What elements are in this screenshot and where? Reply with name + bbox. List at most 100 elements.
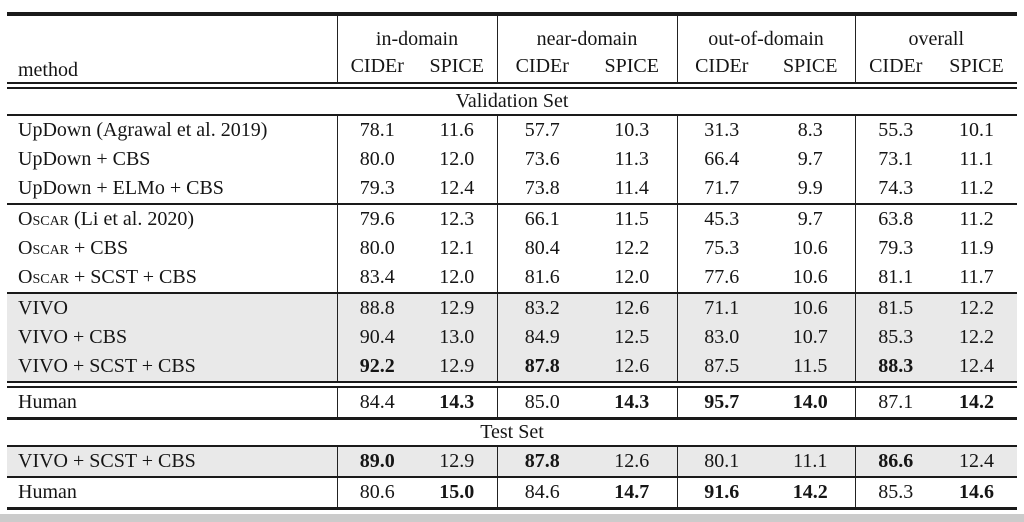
cider-value: 85.0 — [496, 387, 587, 417]
cider-value: 85.3 — [854, 478, 936, 507]
table-row-vivo-scst-cbs: VIVO + SCST + CBS 92.2 12.9 87.8 12.6 87… — [7, 352, 1017, 382]
header-row-metrics: CIDEr SPICE CIDEr SPICE CIDEr SPICE CIDE… — [7, 51, 1017, 83]
thin-rule — [7, 476, 1017, 478]
cider-value: 84.6 — [496, 478, 587, 507]
cider-value: 66.4 — [676, 145, 766, 174]
method-cell: UpDown (Agrawal et al. 2019) — [7, 116, 337, 145]
spice-value: 12.5 — [587, 323, 677, 352]
spice-value: 10.6 — [792, 266, 828, 288]
cider-value: 79.3 — [336, 174, 417, 203]
cider-value: 87.1 — [854, 387, 936, 417]
cider-value: 73.8 — [496, 174, 587, 203]
cider-value: 80.6 — [336, 478, 417, 507]
spice-value: 14.0 — [792, 391, 828, 413]
spice-value: 11.7 — [959, 266, 994, 288]
method-label: Oscar — [18, 208, 70, 230]
spice-value: 14.2 — [959, 391, 994, 413]
group-header-out-of-domain: out-of-domain — [676, 16, 855, 51]
method-label: VIVO + SCST + CBS — [18, 450, 196, 472]
spice-value: 11.4 — [614, 177, 649, 199]
cider-value: 79.3 — [854, 234, 936, 263]
spice-value: 12.6 — [587, 447, 677, 476]
method-label: VIVO + SCST + CBS — [18, 355, 196, 377]
cider-value: 80.0 — [336, 234, 417, 263]
cider-value: 81.6 — [496, 263, 587, 292]
cider-value: 83.4 — [336, 263, 417, 292]
cider-value: 89.0 — [336, 447, 417, 476]
spice-value: 9.7 — [797, 148, 823, 170]
spice-column-header: SPICE — [783, 55, 838, 77]
group-header-overall: overall — [854, 16, 1017, 51]
spice-value: 11.6 — [439, 119, 474, 141]
method-label-suffix: (Li et al. 2020) — [69, 208, 194, 230]
cider-value: 95.7 — [676, 387, 766, 417]
cider-value: 83.0 — [676, 323, 766, 352]
method-cell: Human — [7, 387, 337, 417]
section-title: Test Set — [480, 421, 544, 443]
spice-value: 11.3 — [614, 148, 649, 170]
top-rule — [7, 12, 1017, 16]
spice-value: 11.9 — [959, 237, 994, 259]
table-row-oscar-cbs: Oscar + CBS 80.0 12.1 80.4 12.2 75.3 10.… — [7, 234, 1017, 263]
cider-column-header: CIDEr — [854, 51, 936, 83]
spice-value: 12.0 — [439, 266, 475, 288]
cider-value: 92.2 — [336, 352, 417, 382]
spice-value: 12.0 — [614, 266, 650, 288]
method-cell: Oscar (Li et al. 2020) — [7, 205, 337, 234]
spice-value: 12.6 — [587, 352, 677, 382]
table-row-updown: UpDown (Agrawal et al. 2019) 78.1 11.6 5… — [7, 116, 1017, 145]
cider-value: 63.8 — [854, 205, 936, 234]
cider-value: 87.8 — [496, 352, 587, 382]
spice-value: 10.3 — [614, 119, 650, 141]
cider-value: 83.2 — [496, 294, 587, 323]
cider-column-header: CIDEr — [676, 51, 766, 83]
method-label: Human — [18, 391, 77, 413]
cider-value: 73.6 — [496, 145, 587, 174]
bottom-rule — [7, 507, 1017, 510]
spice-value: 14.2 — [792, 481, 828, 503]
table-row-oscar: Oscar (Li et al. 2020) 79.6 12.3 66.1 11… — [7, 205, 1017, 234]
cider-value: 88.3 — [854, 352, 936, 382]
thin-rule — [7, 203, 1017, 205]
cider-value: 66.1 — [496, 205, 587, 234]
spice-column-header: SPICE — [429, 55, 484, 77]
method-label: UpDown + ELMo + CBS — [18, 177, 224, 199]
group-header-near-domain: near-domain — [496, 16, 677, 51]
results-table-page: method in-domain near-domain out-of-doma… — [7, 12, 1017, 510]
header-row-groups: method in-domain near-domain out-of-doma… — [7, 16, 1017, 81]
page-bottom-margin — [0, 514, 1024, 522]
spice-column-header: SPICE — [604, 55, 659, 77]
cider-value: 80.1 — [676, 447, 766, 476]
table-row-vivo-scst-cbs-test: VIVO + SCST + CBS 89.0 12.9 87.8 12.6 80… — [7, 447, 1017, 476]
spice-column-header: SPICE — [949, 55, 1004, 77]
method-cell: VIVO + SCST + CBS — [7, 447, 337, 476]
spice-value: 12.4 — [439, 177, 475, 199]
spice-value: 12.3 — [439, 208, 475, 230]
cider-value: 77.6 — [676, 263, 766, 292]
section-title: Validation Set — [455, 90, 569, 112]
method-column-header: method — [18, 59, 78, 81]
spice-value: 12.4 — [936, 447, 1017, 476]
spice-value: 14.3 — [614, 391, 650, 413]
spice-value: 12.9 — [417, 447, 497, 476]
spice-value: 15.0 — [439, 481, 475, 503]
spice-value: 13.0 — [417, 323, 497, 352]
spice-value: 12.9 — [417, 294, 497, 323]
cider-value: 81.5 — [854, 294, 936, 323]
cider-value: 73.1 — [854, 145, 936, 174]
spice-value: 14.7 — [614, 481, 650, 503]
spice-value: 11.2 — [959, 208, 994, 230]
cider-value: 71.7 — [676, 174, 766, 203]
method-label-suffix: + CBS — [69, 237, 129, 259]
spice-value: 11.1 — [959, 148, 994, 170]
spice-value: 12.4 — [936, 352, 1017, 382]
cider-value: 81.1 — [854, 263, 936, 292]
spice-value: 14.6 — [959, 481, 994, 503]
spice-value: 12.0 — [439, 148, 475, 170]
thin-rule — [7, 445, 1017, 447]
cider-value: 84.4 — [336, 387, 417, 417]
section-band-test: Test Set — [7, 420, 1017, 445]
cider-value: 71.1 — [676, 294, 766, 323]
cider-value: 78.1 — [336, 116, 417, 145]
cider-column-header: CIDEr — [336, 51, 417, 83]
